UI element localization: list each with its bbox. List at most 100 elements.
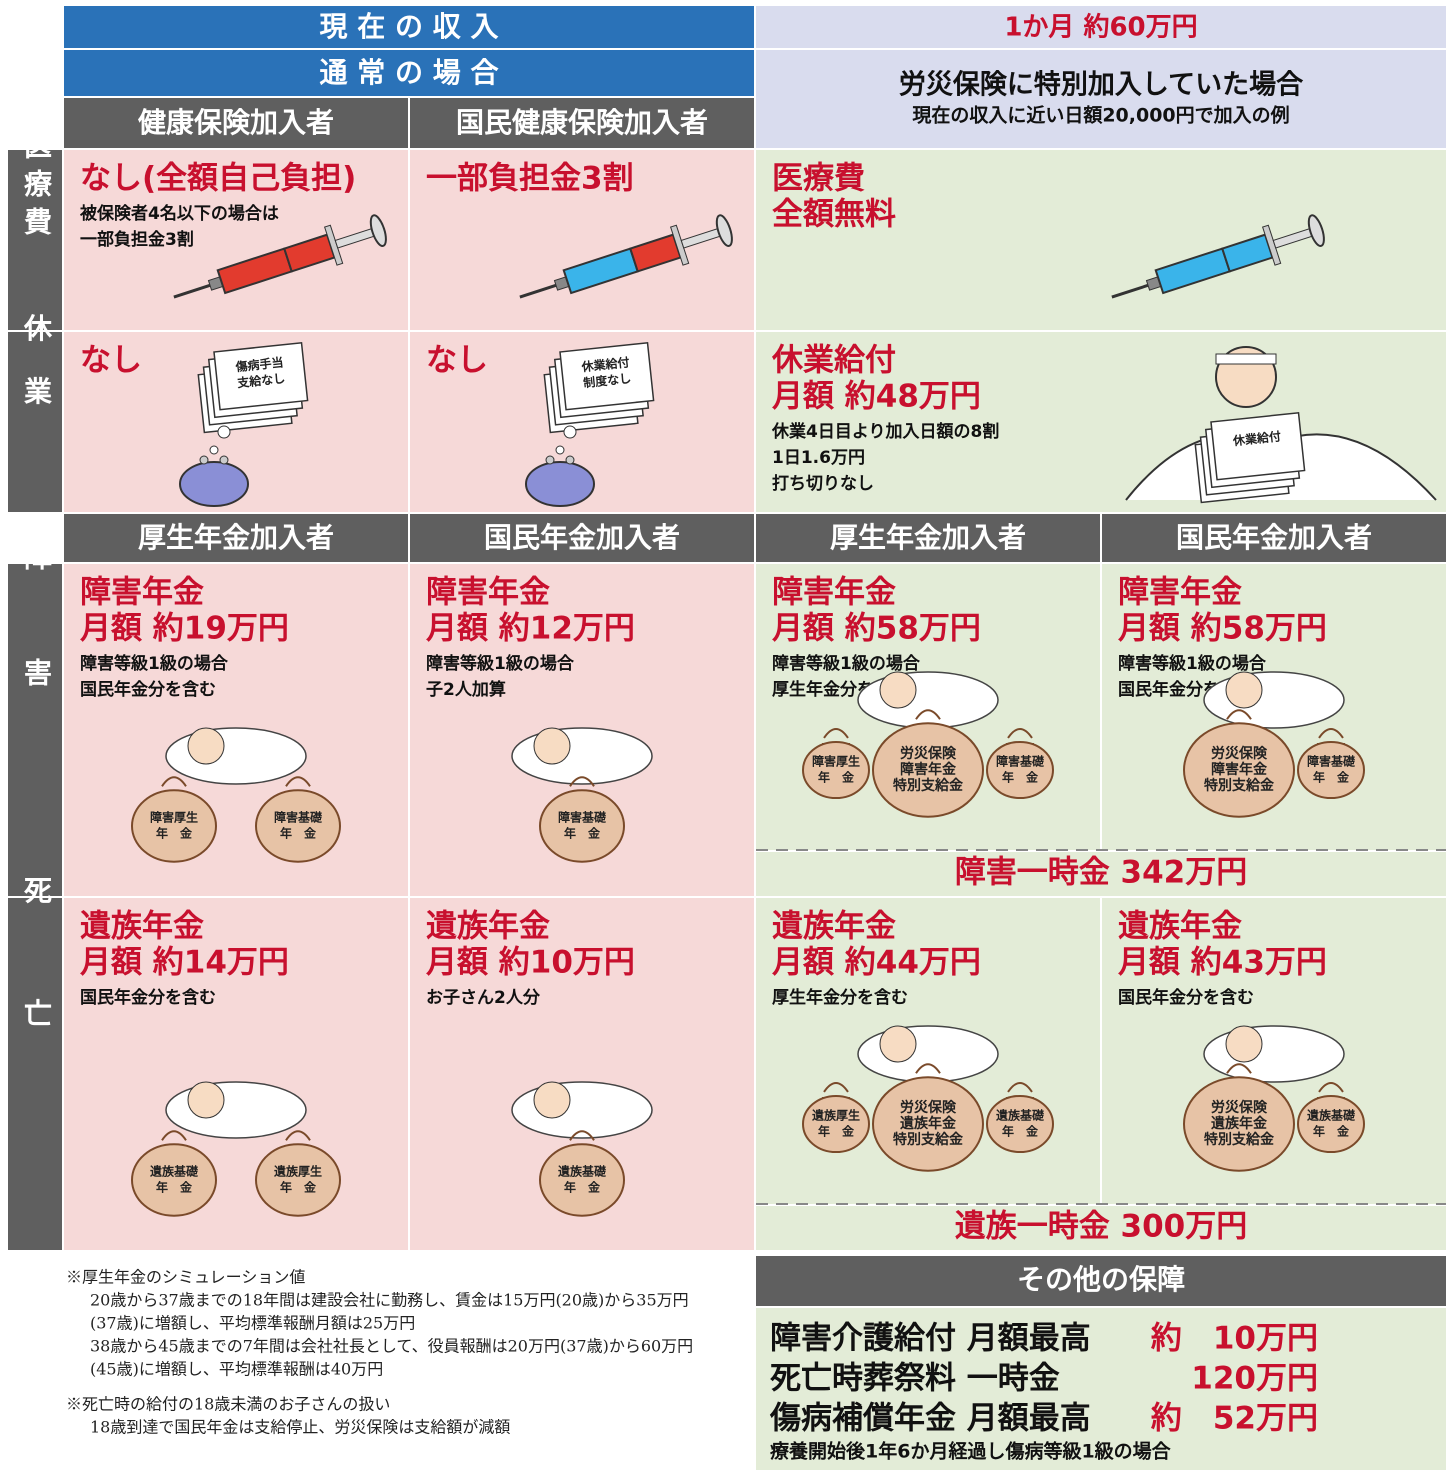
- benefit-title: 月額 約44万円: [772, 945, 981, 981]
- bag-label: 特別支給金: [893, 777, 964, 794]
- benefit-title: 月額 約19万円: [80, 611, 289, 647]
- paper: [1210, 411, 1306, 481]
- column-header-text: 厚生年金加入者: [138, 521, 334, 554]
- paper-text: 制度なし: [583, 370, 632, 390]
- thought-bubble: [555, 445, 565, 455]
- bag-label: 特別支給金: [1204, 777, 1275, 794]
- person-illustration: [1203, 671, 1345, 729]
- needle: [519, 283, 559, 299]
- bag-label: 年 金: [1313, 770, 1350, 785]
- other-label: 障害介護給付 月額最高: [770, 1321, 1091, 1357]
- needle: [173, 283, 213, 299]
- headband: [1215, 353, 1277, 365]
- header-cell: [756, 6, 1446, 48]
- bag-label: 特別支給金: [1204, 1131, 1275, 1148]
- benefit-note: 子2人加算: [426, 679, 506, 700]
- lump-sum: 遺族一時金 300万円: [955, 1209, 1248, 1245]
- bag-label: 障害年金: [900, 761, 957, 778]
- column-header-text: 国民年金加入者: [484, 521, 680, 554]
- bag-label: 障害基礎: [274, 810, 323, 825]
- person-head: [1225, 671, 1263, 709]
- row-label-cell: [8, 564, 62, 896]
- benefit-note: 国民年金分を含む: [1118, 987, 1254, 1008]
- person-illustration: [857, 1025, 999, 1083]
- column-header: [410, 514, 754, 562]
- bag-label: 労災保険: [900, 745, 957, 762]
- cell-background: [756, 1206, 1446, 1250]
- benefit-note: 障害等級1級の場合: [80, 653, 229, 674]
- lump-sum: 障害一時金 342万円: [955, 855, 1248, 891]
- header-text: 通 常 の 場 合: [320, 56, 500, 89]
- other-note: 療養開始後1年6か月経過し傷病等級1級の場合: [770, 1440, 1172, 1463]
- column-header: [64, 514, 408, 562]
- bag-label: 障害基礎: [996, 754, 1045, 769]
- header-cell: [64, 6, 754, 48]
- benefit-note: 打ち切りなし: [772, 473, 874, 494]
- other-amount: 約 52万円: [1151, 1401, 1318, 1437]
- benefit-note: 1日1.6万円: [772, 448, 865, 468]
- other-amount: 約 10万円: [1151, 1321, 1318, 1357]
- bag-label: 特別支給金: [893, 1131, 964, 1148]
- column-header: [1102, 514, 1446, 562]
- benefit-title: 月額 約58万円: [1118, 611, 1327, 647]
- paper-text: 支給なし: [237, 370, 286, 390]
- column-header: [756, 1256, 1446, 1306]
- bag-label: 労災保険: [1211, 745, 1268, 762]
- money-bag: [539, 789, 625, 863]
- money-bag: [131, 789, 217, 863]
- bag-label: 遺族基礎: [996, 1108, 1045, 1123]
- bag-label: 遺族年金: [1211, 1115, 1268, 1132]
- money-bag: [872, 722, 984, 818]
- other-title: その他の保障: [1017, 1263, 1185, 1296]
- thought-bubble: [563, 425, 577, 439]
- benefit-title: なし: [80, 343, 142, 379]
- bag-label: 障害厚生: [812, 754, 860, 769]
- person-head: [187, 727, 225, 765]
- person-head: [533, 727, 571, 765]
- benefit-title: 一部負担金3割: [426, 161, 634, 197]
- column-header: [64, 98, 408, 148]
- purse-clasp: [219, 455, 229, 465]
- bag-label: 年 金: [818, 1124, 855, 1139]
- person-illustration: [511, 727, 653, 785]
- benefit-note: お子さん2人分: [426, 988, 541, 1008]
- benefit-title: 遺族年金: [426, 909, 550, 945]
- benefit-note: 国民年金分を含む: [80, 679, 216, 700]
- cell-background: [756, 150, 1446, 330]
- cell-background: [64, 898, 408, 1250]
- row-label: 死亡: [20, 875, 53, 1121]
- person-illustration: [1203, 1025, 1345, 1083]
- column-header-text: 国民健康保険加入者: [456, 106, 708, 139]
- bag-label: 年 金: [564, 826, 601, 841]
- person-head: [879, 1025, 917, 1063]
- row-label-cell: [8, 898, 62, 1250]
- cell-background: [756, 1308, 1446, 1470]
- paper: [213, 341, 309, 411]
- benefit-note: 厚生年金分を含む: [772, 987, 908, 1008]
- benefit-title: 月額 約48万円: [772, 379, 981, 415]
- row-label-cell: [8, 332, 62, 512]
- benefit-note: 障害等級1級の場合: [426, 653, 575, 674]
- person-illustration: [857, 671, 999, 729]
- benefit-title: なし(全額自己負担): [80, 161, 356, 197]
- bag-label: 遺族厚生: [274, 1164, 322, 1179]
- benefit-note: 障害等級1級の場合: [1118, 653, 1267, 674]
- bag-label: 遺族厚生: [812, 1108, 860, 1123]
- bag-label: 障害基礎: [1307, 754, 1356, 769]
- bag-label: 年 金: [156, 1180, 193, 1195]
- column-header: [756, 514, 1100, 562]
- bag-label: 障害厚生: [150, 810, 198, 825]
- benefit-note: 障害等級1級の場合: [772, 653, 921, 674]
- income-amount: 1か月 約60万円: [1004, 12, 1197, 43]
- header-cell: [64, 50, 754, 96]
- benefit-title: 月額 約10万円: [426, 945, 635, 981]
- special-note: 現在の収入に近い日額20,000円で加入の例: [912, 104, 1289, 127]
- header-cell: [756, 50, 1446, 148]
- benefit-note: 一部負担金3割: [80, 229, 194, 250]
- benefit-title: 障害年金: [772, 575, 896, 611]
- benefit-title: 全額無料: [772, 197, 896, 233]
- note-line: 20歳から37歳までの18年間は建設会社に勤務し、賃金は15万円(20歳)から3…: [90, 1291, 689, 1310]
- benefit-title: 月額 約12万円: [426, 611, 635, 647]
- note-line: 18歳到達で国民年金は支給停止、労災保険は支給額が減額: [90, 1418, 510, 1437]
